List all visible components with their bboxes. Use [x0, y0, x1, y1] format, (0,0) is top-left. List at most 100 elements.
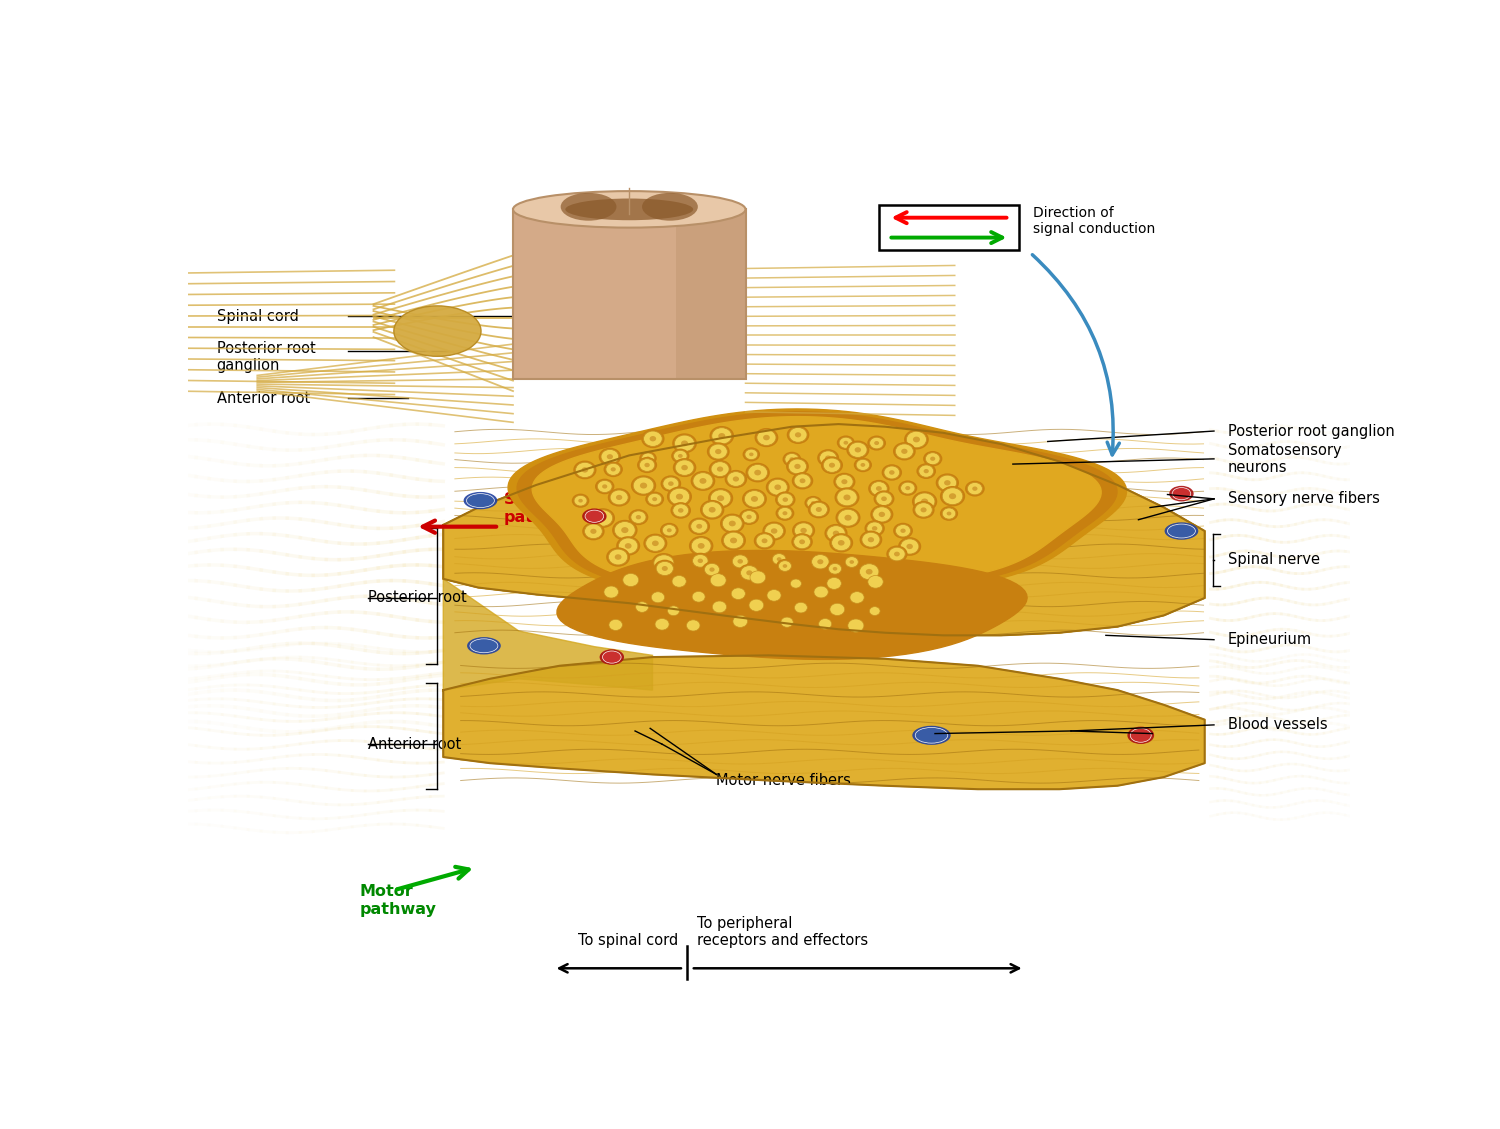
Ellipse shape — [636, 515, 640, 519]
Text: Anterior root: Anterior root — [368, 736, 460, 752]
Ellipse shape — [1131, 728, 1150, 742]
Ellipse shape — [711, 490, 730, 507]
Ellipse shape — [702, 561, 721, 578]
Ellipse shape — [742, 489, 766, 509]
Ellipse shape — [628, 509, 648, 525]
Ellipse shape — [827, 577, 842, 589]
Ellipse shape — [864, 520, 885, 536]
Text: To spinal cord: To spinal cord — [578, 934, 678, 948]
Ellipse shape — [898, 537, 921, 555]
Ellipse shape — [815, 586, 828, 598]
Ellipse shape — [748, 453, 753, 456]
Ellipse shape — [821, 456, 843, 474]
Ellipse shape — [839, 437, 852, 448]
Ellipse shape — [678, 508, 684, 513]
Ellipse shape — [710, 568, 714, 571]
Ellipse shape — [750, 571, 765, 584]
Ellipse shape — [738, 559, 742, 563]
Ellipse shape — [700, 500, 724, 519]
Ellipse shape — [776, 559, 794, 574]
Ellipse shape — [812, 501, 816, 505]
Ellipse shape — [652, 497, 657, 501]
Ellipse shape — [754, 470, 760, 475]
Ellipse shape — [786, 426, 810, 444]
Ellipse shape — [615, 522, 636, 539]
Ellipse shape — [615, 554, 621, 560]
Ellipse shape — [668, 487, 692, 507]
Ellipse shape — [828, 563, 842, 575]
Ellipse shape — [572, 493, 590, 508]
Ellipse shape — [784, 454, 800, 465]
Ellipse shape — [862, 532, 880, 548]
Ellipse shape — [752, 496, 758, 501]
Ellipse shape — [921, 507, 927, 513]
Ellipse shape — [839, 509, 858, 526]
Ellipse shape — [850, 592, 864, 603]
Ellipse shape — [843, 554, 861, 569]
Ellipse shape — [818, 559, 824, 564]
Ellipse shape — [900, 539, 920, 554]
Ellipse shape — [585, 510, 603, 523]
Ellipse shape — [652, 541, 658, 546]
Ellipse shape — [884, 466, 900, 479]
Ellipse shape — [790, 579, 801, 588]
Ellipse shape — [579, 499, 584, 502]
Ellipse shape — [740, 509, 759, 525]
Ellipse shape — [746, 449, 758, 460]
Ellipse shape — [734, 476, 740, 482]
Ellipse shape — [810, 553, 831, 570]
Ellipse shape — [582, 523, 604, 541]
Ellipse shape — [710, 426, 734, 446]
Ellipse shape — [827, 561, 844, 576]
Bar — [879, 205, 1019, 251]
Polygon shape — [532, 417, 1101, 587]
Polygon shape — [518, 412, 1118, 592]
Ellipse shape — [789, 428, 807, 443]
Ellipse shape — [732, 554, 748, 568]
Ellipse shape — [882, 464, 902, 481]
Ellipse shape — [916, 463, 936, 479]
Polygon shape — [556, 551, 1028, 659]
Ellipse shape — [795, 523, 813, 539]
Ellipse shape — [768, 480, 788, 496]
Ellipse shape — [783, 511, 788, 515]
Ellipse shape — [651, 553, 676, 574]
Ellipse shape — [764, 435, 770, 440]
Ellipse shape — [1128, 727, 1154, 744]
Ellipse shape — [573, 461, 597, 480]
Ellipse shape — [938, 475, 957, 490]
Ellipse shape — [873, 490, 894, 507]
Ellipse shape — [724, 470, 747, 488]
Ellipse shape — [792, 533, 813, 551]
Ellipse shape — [690, 519, 708, 533]
Ellipse shape — [853, 457, 871, 472]
Ellipse shape — [886, 545, 908, 562]
Ellipse shape — [921, 499, 928, 505]
Ellipse shape — [654, 554, 674, 571]
Ellipse shape — [890, 470, 894, 475]
Ellipse shape — [915, 727, 948, 743]
Ellipse shape — [816, 507, 822, 511]
Ellipse shape — [836, 474, 854, 489]
Ellipse shape — [669, 488, 690, 505]
Text: Spinal cord: Spinal cord — [216, 309, 298, 324]
Ellipse shape — [865, 569, 873, 575]
Ellipse shape — [660, 523, 678, 537]
Ellipse shape — [819, 619, 831, 629]
Ellipse shape — [717, 496, 724, 501]
Ellipse shape — [900, 482, 915, 495]
Ellipse shape — [639, 458, 656, 472]
Ellipse shape — [645, 456, 650, 461]
Ellipse shape — [616, 536, 640, 555]
Ellipse shape — [698, 543, 705, 549]
Ellipse shape — [783, 498, 788, 502]
Ellipse shape — [609, 620, 622, 630]
Ellipse shape — [718, 434, 726, 439]
Ellipse shape — [716, 449, 722, 454]
Ellipse shape — [778, 561, 792, 571]
Ellipse shape — [867, 436, 886, 450]
Ellipse shape — [918, 465, 933, 478]
Ellipse shape — [776, 506, 795, 520]
Ellipse shape — [812, 554, 830, 569]
Text: Direction of
signal conduction: Direction of signal conduction — [1032, 205, 1155, 236]
